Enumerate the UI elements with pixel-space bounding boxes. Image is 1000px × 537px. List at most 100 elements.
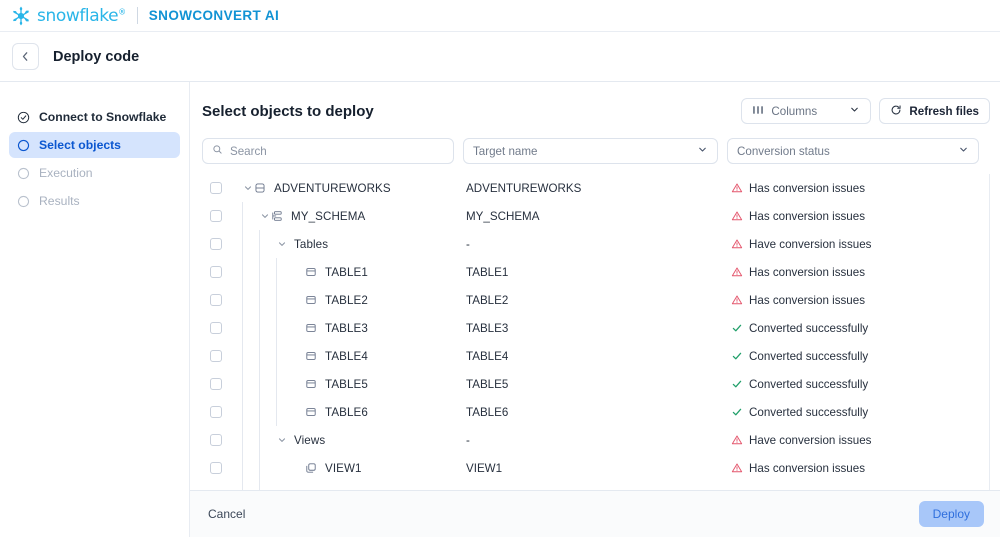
sidebar-item-select-objects[interactable]: Select objects	[9, 132, 180, 158]
row-name-label: TABLE5	[325, 377, 368, 391]
table-row[interactable]: ADVENTUREWORKS ADVENTUREWORKS Has conversi…	[202, 174, 989, 202]
target-name-value: Target name	[473, 144, 538, 158]
row-status-label: Has conversion issues	[749, 293, 865, 307]
back-button[interactable]	[12, 43, 39, 70]
row-status-label: Has conversion issues	[749, 181, 865, 195]
row-status-label: Converted successfully	[749, 405, 869, 419]
chevron-down-icon[interactable]	[276, 435, 288, 445]
row-name-label: TABLE3	[325, 321, 368, 335]
row-name-cell: VIEW2	[234, 482, 466, 491]
row-status-cell: Have conversion issues	[731, 238, 989, 251]
sidebar-item-results[interactable]: Results	[9, 188, 180, 214]
target-name-select[interactable]: Target name	[463, 138, 718, 164]
table-icon	[305, 294, 319, 306]
row-checkbox-cell	[202, 238, 234, 250]
table-row[interactable]: Views - Have conversion issues	[202, 426, 989, 454]
row-status-label: Converted successfully	[749, 321, 869, 335]
table-icon	[305, 266, 319, 278]
table-row[interactable]: TABLE5 TABLE5 Converted successfully	[202, 370, 989, 398]
table-row[interactable]: TABLE1 TABLE1 Has conversion issues	[202, 258, 989, 286]
conversion-status-select[interactable]: Conversion status	[727, 138, 979, 164]
row-checkbox[interactable]	[210, 294, 222, 306]
page-title: Deploy code	[53, 48, 140, 65]
row-checkbox-cell	[202, 434, 234, 446]
row-name-label: VIEW1	[325, 461, 362, 475]
sidebar-item-connect-to-snowflake[interactable]: Connect to Snowflake	[9, 104, 180, 130]
circle-icon	[17, 167, 30, 180]
table-rows: ADVENTUREWORKS ADVENTUREWORKS Has conversi…	[202, 174, 989, 491]
columns-icon	[752, 104, 764, 119]
table-row[interactable]: VIEW2 VIEW2 Converted successfully	[202, 482, 989, 491]
row-status-cell: Has conversion issues	[731, 294, 989, 307]
row-name-label: Views	[294, 433, 326, 447]
table-row[interactable]: VIEW1 VIEW1 Has conversion issues	[202, 454, 989, 482]
row-name-cell: VIEW1	[234, 454, 466, 482]
tree-indent	[234, 174, 242, 202]
circle-icon	[17, 195, 30, 208]
row-status-cell: Has conversion issues	[731, 266, 989, 279]
sidebar-item-execution[interactable]: Execution	[9, 160, 180, 186]
table-row[interactable]: MY_SCHEMA MY_SCHEMA Has conversion issues	[202, 202, 989, 230]
row-status-label: Have conversion issues	[749, 237, 872, 251]
refresh-files-button[interactable]: Refresh files	[879, 98, 990, 124]
table-icon	[305, 350, 319, 362]
row-name-cell: TABLE2	[234, 286, 466, 314]
row-target-name: -	[466, 237, 470, 251]
tree-indent	[234, 258, 293, 286]
chevron-down-icon[interactable]	[242, 183, 254, 193]
row-status-label: Has conversion issues	[749, 461, 865, 475]
row-checkbox[interactable]	[210, 378, 222, 390]
warning-triangle-icon	[731, 294, 743, 306]
tree-indent	[234, 286, 293, 314]
row-name-cell: Tables	[234, 230, 466, 258]
row-checkbox[interactable]	[210, 462, 222, 474]
table-row[interactable]: TABLE6 TABLE6 Converted successfully	[202, 398, 989, 426]
warning-triangle-icon	[731, 182, 743, 194]
row-checkbox[interactable]	[210, 322, 222, 334]
row-target-name: -	[466, 433, 470, 447]
table-row[interactable]: TABLE2 TABLE2 Has conversion issues	[202, 286, 989, 314]
chevron-down-icon[interactable]	[259, 211, 271, 221]
row-checkbox[interactable]	[210, 210, 222, 222]
tree-guide-line	[242, 202, 243, 491]
sidebar-item-label: Select objects	[39, 138, 121, 152]
row-status-label: Converted successfully	[749, 349, 869, 363]
search-field[interactable]	[202, 138, 454, 164]
row-status-cell: Has conversion issues	[731, 210, 989, 223]
objects-tree-table[interactable]: ADVENTUREWORKS ADVENTUREWORKS Has conversi…	[202, 174, 990, 491]
row-name-cell: Views	[234, 426, 466, 454]
chevron-down-icon	[958, 144, 969, 158]
columns-dropdown[interactable]: Columns	[741, 98, 872, 124]
database-icon	[254, 182, 268, 194]
table-row[interactable]: TABLE3 TABLE3 Converted successfully	[202, 314, 989, 342]
row-checkbox[interactable]	[210, 182, 222, 194]
warning-triangle-icon	[731, 210, 743, 222]
search-input[interactable]	[230, 144, 444, 158]
table-row[interactable]: TABLE4 TABLE4 Converted successfully	[202, 342, 989, 370]
row-name-cell: TABLE1	[234, 258, 466, 286]
row-status-cell: Have conversion issues	[731, 434, 989, 447]
tree-guide-line	[276, 258, 277, 426]
row-checkbox-cell	[202, 210, 234, 222]
row-status-label: Have conversion issues	[749, 433, 872, 447]
refresh-icon	[890, 104, 902, 119]
row-checkbox[interactable]	[210, 238, 222, 250]
columns-label: Columns	[771, 104, 818, 118]
row-checkbox[interactable]	[210, 406, 222, 418]
cancel-button[interactable]: Cancel	[208, 507, 246, 522]
row-status-label: Has conversion issues	[749, 265, 865, 279]
table-row[interactable]: Tables - Have conversion issues	[202, 230, 989, 258]
brand-name: snowflake®	[37, 5, 126, 26]
row-checkbox[interactable]	[210, 350, 222, 362]
row-checkbox[interactable]	[210, 434, 222, 446]
row-checkbox[interactable]	[210, 266, 222, 278]
tree-indent	[234, 342, 293, 370]
row-target-name: VIEW1	[466, 461, 503, 475]
chevron-down-icon[interactable]	[276, 239, 288, 249]
circle-icon	[17, 139, 30, 152]
row-status-cell: Converted successfully	[731, 322, 989, 335]
deploy-button[interactable]: Deploy	[918, 501, 984, 528]
product-name: SNOWCONVERT AI	[148, 8, 280, 23]
page-header: Deploy code	[0, 32, 1000, 82]
row-checkbox-cell	[202, 378, 234, 390]
